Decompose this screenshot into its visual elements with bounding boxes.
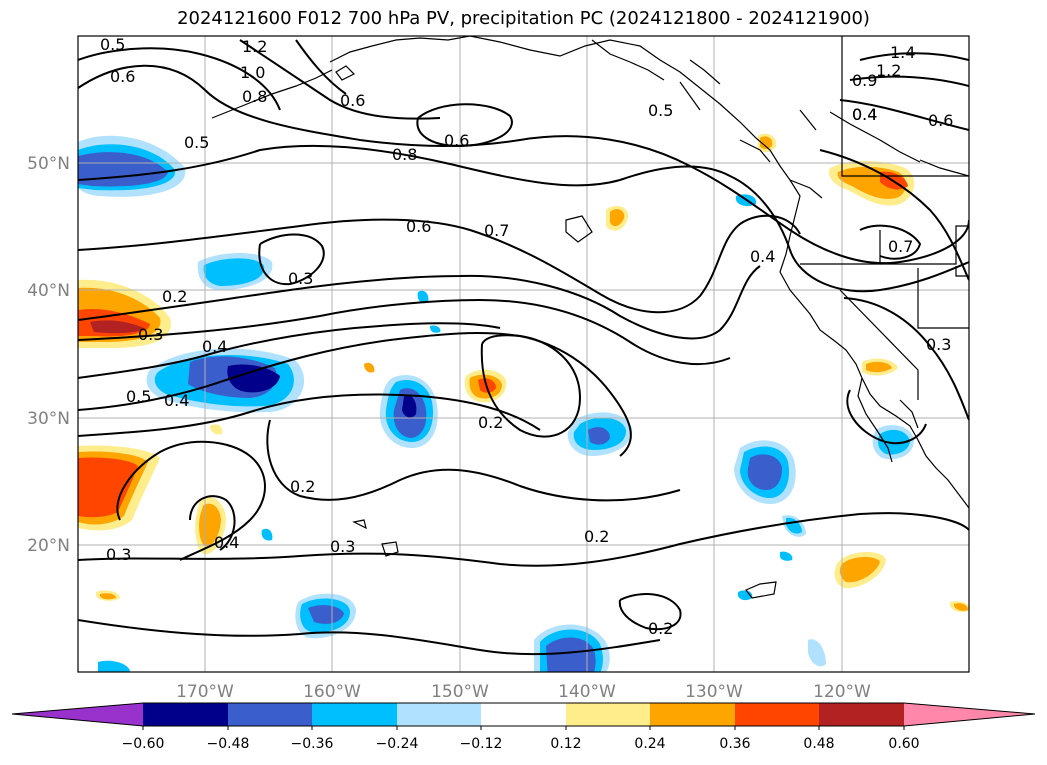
colorbar-segment bbox=[566, 703, 651, 726]
contour-label: 0.5 bbox=[126, 387, 151, 406]
contour-label: 0.5 bbox=[648, 101, 673, 120]
contour-label: 0.2 bbox=[584, 527, 609, 546]
lon-tick-label: 170°W bbox=[176, 682, 234, 702]
contour-label: 1.0 bbox=[240, 63, 265, 82]
contour-labels: 0.5 1.2 1.0 0.8 0.6 0.6 0.6 0.8 0.6 0.7 … bbox=[100, 35, 953, 638]
contour-label: 0.4 bbox=[852, 105, 877, 124]
contour-label: 0.7 bbox=[484, 221, 509, 240]
contour-label: 0.4 bbox=[214, 533, 239, 552]
colorbar-tick-label: −0.12 bbox=[460, 736, 503, 752]
colorbar-tick-label: −0.36 bbox=[291, 736, 334, 752]
colorbar-extend-high bbox=[904, 703, 1035, 726]
lon-tick-label: 150°W bbox=[431, 682, 489, 702]
lat-tick-label: 40°N bbox=[27, 281, 70, 301]
contour-label: 0.5 bbox=[100, 35, 125, 54]
colorbar-segment bbox=[481, 703, 566, 726]
contour-label: 0.3 bbox=[926, 335, 951, 354]
contour-label: 0.6 bbox=[406, 217, 431, 236]
contour-label: 0.6 bbox=[110, 67, 135, 86]
colorbar-extend-low bbox=[12, 703, 143, 726]
contour-label: 0.3 bbox=[106, 545, 131, 564]
map-plot-area: 0.5 1.2 1.0 0.8 0.6 0.6 0.6 0.8 0.6 0.7 … bbox=[78, 35, 969, 672]
contour-label: 0.7 bbox=[888, 237, 913, 256]
colorbar-tick-label: −0.48 bbox=[207, 736, 250, 752]
colorbar: −0.60 −0.48 −0.36 −0.24 −0.12 0.12 0.24 … bbox=[11, 702, 1036, 752]
latitude-ticks: 50°N 40°N 30°N 20°N bbox=[27, 154, 70, 556]
lon-tick-label: 130°W bbox=[685, 682, 743, 702]
colorbar-tick-label: 0.12 bbox=[550, 736, 581, 752]
contour-label: 0.2 bbox=[290, 477, 315, 496]
map-title: 2024121600 F012 700 hPa PV, precipitatio… bbox=[177, 8, 870, 29]
colorbar-segment bbox=[143, 703, 228, 726]
contour-label: 1.2 bbox=[876, 61, 901, 80]
colorbar-tick-label: 0.36 bbox=[719, 736, 750, 752]
contour-label: 0.4 bbox=[852, 105, 877, 124]
colorbar-tick-label: 0.48 bbox=[803, 736, 834, 752]
contour-label: 0.3 bbox=[288, 269, 313, 288]
colorbar-segment bbox=[228, 703, 313, 726]
lon-tick-label: 140°W bbox=[558, 682, 616, 702]
contour-label: 0.8 bbox=[242, 87, 267, 106]
colorbar-tick-label: −0.24 bbox=[376, 736, 419, 752]
lon-tick-label: 120°W bbox=[813, 682, 871, 702]
lon-tick-label: 160°W bbox=[303, 682, 361, 702]
colorbar-segment bbox=[650, 703, 735, 726]
contour-label: 0.8 bbox=[392, 145, 417, 164]
contour-label: 0.9 bbox=[852, 71, 877, 90]
colorbar-segment bbox=[819, 703, 904, 726]
contour-label: 0.2 bbox=[162, 287, 187, 306]
contour-label: 0.6 bbox=[928, 111, 953, 130]
colorbar-tick-label: 0.24 bbox=[634, 736, 665, 752]
contour-label: 0.4 bbox=[202, 337, 227, 356]
contour-label: 0.4 bbox=[164, 391, 189, 410]
contour-label: 0.2 bbox=[648, 619, 673, 638]
lat-tick-label: 20°N bbox=[27, 536, 70, 556]
contour-label: 0.4 bbox=[750, 247, 775, 266]
contour-label: 0.6 bbox=[444, 131, 469, 150]
contour-label: 1.4 bbox=[890, 43, 915, 62]
colorbar-segment bbox=[735, 703, 820, 726]
colorbar-tick-label: −0.60 bbox=[122, 736, 165, 752]
contour-label: 0.3 bbox=[138, 325, 163, 344]
contour-label: 0.6 bbox=[340, 91, 365, 110]
colorbar-segment bbox=[312, 703, 397, 726]
colorbar-tick-label: 0.60 bbox=[888, 736, 919, 752]
contour-label: 0.2 bbox=[478, 413, 503, 432]
contour-label: 1.2 bbox=[242, 37, 267, 56]
contour-label: 0.5 bbox=[184, 133, 209, 152]
lat-tick-label: 50°N bbox=[27, 154, 70, 174]
map-frame bbox=[77, 35, 970, 673]
lat-tick-label: 30°N bbox=[27, 409, 70, 429]
longitude-ticks: 170°W 160°W 150°W 140°W 130°W 120°W bbox=[176, 682, 871, 702]
colorbar-segment bbox=[397, 703, 482, 726]
contour-label: 0.3 bbox=[330, 537, 355, 556]
pv-contours bbox=[78, 39, 969, 656]
